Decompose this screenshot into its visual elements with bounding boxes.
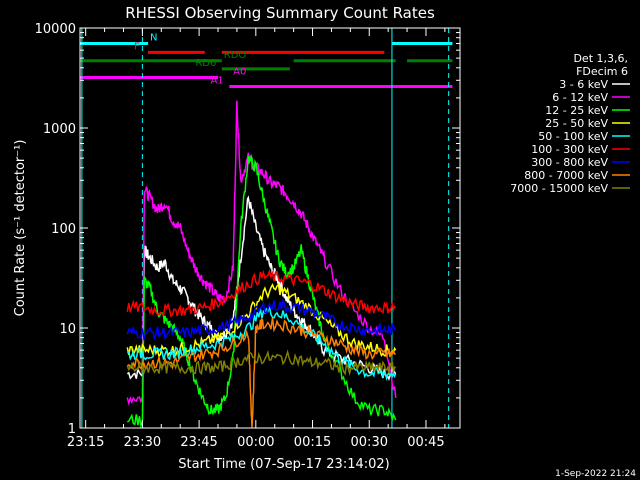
y-tick-label: 10000	[35, 22, 76, 37]
legend-header: Det 1,3,6,	[573, 52, 628, 65]
y-tick-label: 100	[51, 222, 76, 237]
legend-entry-label: 6 - 12 keV	[552, 91, 608, 104]
x-tick-label: 00:30	[351, 435, 388, 450]
legend-entry-label: 50 - 100 keV	[538, 130, 608, 143]
flag-bars: NF RDO RD6 A0 A1	[80, 32, 453, 89]
legend-entry-label: 25 - 50 keV	[545, 117, 608, 130]
legend-entry-label: 7000 - 15000 keV	[510, 182, 608, 195]
series-line-5	[126, 268, 397, 318]
x-tick-label: 00:15	[294, 435, 331, 450]
legend-entry-label: 800 - 7000 keV	[524, 169, 608, 182]
x-axis-label: Start Time (07-Sep-17 23:14:02)	[178, 457, 389, 472]
y-tick-label: 1	[68, 422, 76, 437]
legend-header: FDecim 6	[576, 65, 628, 78]
y-tick-label: 1000	[43, 122, 76, 137]
x-tick-label: 00:00	[237, 435, 274, 450]
series-line-1	[126, 100, 397, 407]
x-tick-label: 23:45	[180, 435, 217, 450]
flag-label: A1	[210, 76, 223, 87]
y-axis-label: Count Rate (s⁻¹ detector⁻¹)	[13, 140, 28, 317]
x-axis-ticks: 23:15 23:30 23:45 00:00 00:15 00:30 00:45	[67, 28, 446, 450]
flag-label: A0	[233, 66, 246, 77]
flag-label: N	[150, 32, 157, 43]
flag-label: F	[134, 41, 140, 52]
chart-title: RHESSI Observing Summary Count Rates	[125, 4, 435, 22]
flag-label: RD6	[195, 58, 216, 69]
x-tick-label: 23:15	[67, 435, 104, 450]
series-lines	[126, 100, 397, 429]
series-line-7	[126, 317, 396, 428]
series-line-8	[126, 349, 397, 376]
x-tick-label: 23:30	[124, 435, 161, 450]
flag-label: RDO	[224, 50, 247, 61]
footer-date: 1-Sep-2022 21:24	[555, 469, 636, 479]
legend-entry-label: 300 - 800 keV	[531, 156, 608, 169]
legend-entry-label: 100 - 300 keV	[531, 143, 608, 156]
y-axis-ticks: 1 10 100 1000 10000	[35, 22, 460, 437]
series-line-0	[126, 195, 397, 382]
series-line-6	[126, 298, 397, 342]
series-line-3	[126, 283, 397, 358]
y-tick-label: 10	[59, 322, 76, 337]
legend-entry-label: 12 - 25 keV	[545, 104, 608, 117]
legend-entry-label: 3 - 6 keV	[559, 78, 608, 91]
x-tick-label: 00:45	[407, 435, 444, 450]
